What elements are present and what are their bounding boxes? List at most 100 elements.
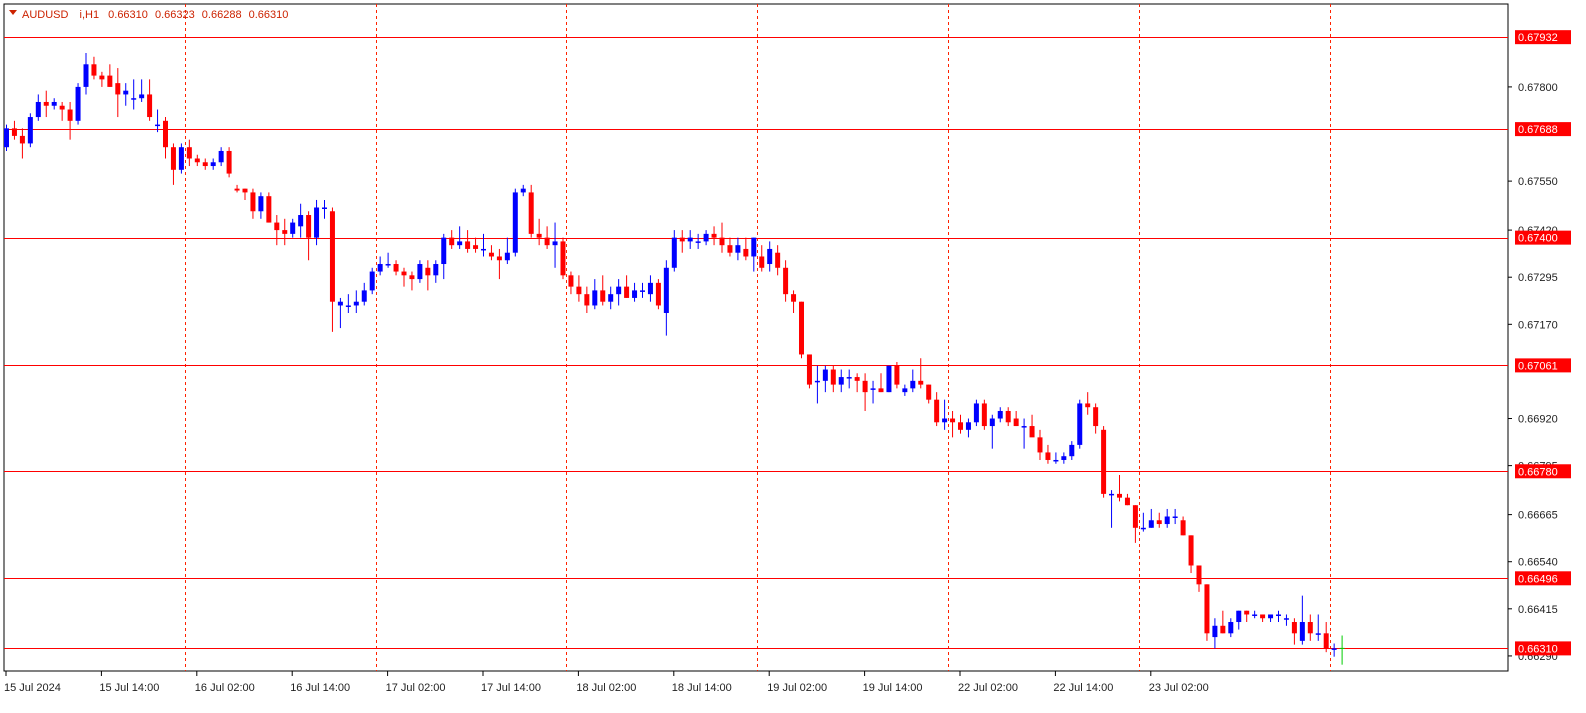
candle-body [997,410,1003,419]
candle-body [99,75,105,80]
y-tick-label: 0.67800 [1518,82,1558,94]
candle-body [1093,407,1099,427]
candle-body [1101,429,1107,494]
level-price-label: 0.66496 [1518,573,1558,585]
candle-body [1021,426,1027,428]
candle-body [202,162,208,167]
candle-body [290,222,296,234]
chevron-down-icon[interactable] [9,10,17,15]
candle-body [671,237,677,268]
candle-body [616,286,622,295]
candle-body [1109,493,1115,496]
candle-body [1172,516,1178,518]
candle-body [727,245,733,253]
candle-body [1315,633,1321,635]
level-price-label: 0.67932 [1518,32,1558,44]
candle-body [123,90,129,95]
ohlc-high: 0.66323 [155,9,195,21]
candle-body [663,267,669,314]
y-tick-label: 0.66415 [1518,604,1558,616]
candle-body [282,230,288,234]
level-price-tag [1515,641,1571,656]
candle-body [886,365,892,393]
candle-body [973,403,979,423]
candle-body [568,275,574,287]
candle-body [369,271,375,291]
candle-body [1037,437,1043,453]
candle-body [751,237,757,257]
candle-body [178,147,184,170]
candle-body [1299,622,1305,641]
y-tick-label: 0.67550 [1518,176,1558,188]
candle-body [465,241,471,249]
candle-body [377,264,383,272]
candle-body [337,301,343,306]
candle-body [910,380,916,389]
candle-body [608,294,614,302]
y-tick-label: 0.66920 [1518,414,1558,426]
level-price-label: 0.67400 [1518,233,1558,245]
candle-body [838,377,844,385]
candle-body [759,256,765,268]
candle-body [632,290,638,298]
candle-body [640,290,645,292]
candle-body [989,418,995,427]
candle-body [417,264,423,280]
candle-body [1013,418,1019,427]
level-price-tag [1515,30,1571,45]
candle-body [1140,527,1146,530]
candle-body [1124,497,1130,506]
candle-body [131,98,137,100]
candle-body [457,241,463,246]
plot-area [3,3,1509,672]
candle-body [536,233,542,238]
candle-body [600,290,606,302]
candle-body [353,301,359,306]
candle-body [4,128,9,148]
x-tick-label: 17 Jul 14:00 [481,682,541,694]
candle-body [314,207,320,238]
candle-body [210,162,216,167]
x-tick-label: 18 Jul 02:00 [576,682,636,694]
candle-body [576,286,582,295]
candle-body [258,196,264,212]
candle-body [75,86,81,121]
candle-body [91,64,97,76]
y-tick-label: 0.67295 [1518,272,1558,284]
candle-body [926,384,932,400]
candle-body [743,248,749,257]
candle-body [981,403,987,427]
candle-body [719,237,725,246]
candle-body [496,256,502,261]
candle-body [139,94,145,99]
symbol-info: AUDUSD i,H1 0.66310 0.66323 0.66288 0.66… [22,9,288,21]
candle-body [950,418,956,423]
candle-body [409,275,415,280]
candle-body [1244,610,1250,615]
level-price-label: 0.67061 [1518,360,1558,372]
candle-body [83,64,89,87]
candle-body [441,237,447,265]
candle-body [449,237,455,246]
candle-body [791,294,797,302]
candle-body [51,101,57,106]
candle-body [67,109,73,121]
candle-body [361,290,367,302]
candle-body [1117,493,1122,498]
candle-body [147,94,153,118]
candle-body [1220,625,1226,634]
candle-body [1069,444,1075,457]
candle-body [934,399,940,423]
candle-body [1085,403,1091,408]
y-tick-label: 0.66540 [1518,557,1558,569]
candle-body [918,380,924,385]
x-tick-label: 16 Jul 14:00 [290,682,350,694]
level-price-tag [1515,571,1571,586]
candle-body [59,105,65,110]
ohlc-close: 0.66310 [249,9,289,21]
candle-body [11,128,17,136]
x-tick-label: 22 Jul 02:00 [958,682,1018,694]
level-price-tag [1515,230,1571,245]
